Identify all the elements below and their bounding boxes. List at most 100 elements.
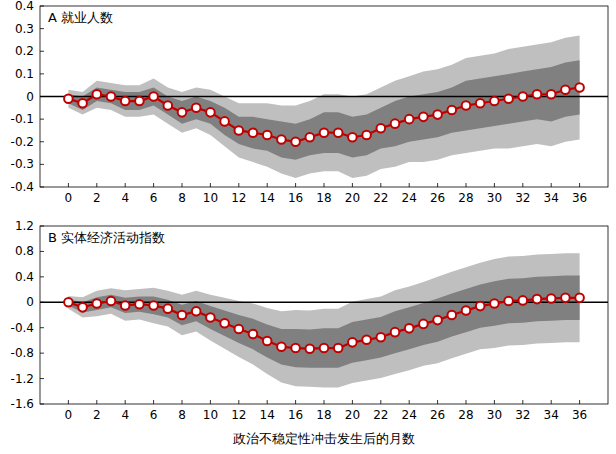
x-tick — [295, 400, 296, 404]
x-tick — [295, 183, 296, 187]
marker — [547, 90, 556, 99]
y-tick — [40, 302, 44, 303]
marker — [220, 319, 229, 328]
marker — [64, 94, 73, 103]
x-tick-label: 34 — [544, 191, 559, 205]
y-tick-label: -1.2 — [11, 372, 34, 386]
marker — [561, 294, 570, 303]
y-tick — [40, 251, 44, 252]
x-tick — [551, 183, 552, 187]
x-tick — [352, 183, 353, 187]
x-tick — [494, 183, 495, 187]
y-tick-label: 0.3 — [15, 22, 34, 36]
x-tick-label: 26 — [430, 408, 445, 422]
x-tick-label: 12 — [231, 408, 246, 422]
y-tick — [40, 6, 44, 7]
x-tick-label: 4 — [121, 408, 129, 422]
x-tick-label: 0 — [65, 191, 73, 205]
x-tick — [551, 400, 552, 404]
confidence-band — [68, 276, 579, 368]
x-tick — [68, 400, 69, 404]
marker — [575, 294, 584, 303]
x-tick-label: 26 — [430, 191, 445, 205]
marker — [575, 83, 584, 92]
y-tick — [40, 404, 44, 405]
panel-title: A 就业人数 — [48, 10, 113, 25]
marker — [277, 135, 286, 144]
marker — [490, 97, 499, 106]
marker — [164, 304, 173, 313]
x-tick-label: 8 — [178, 408, 186, 422]
marker — [291, 344, 300, 353]
marker — [192, 104, 201, 113]
marker — [263, 131, 272, 140]
marker — [377, 124, 386, 133]
x-tick — [579, 400, 580, 404]
x-tick — [494, 400, 495, 404]
marker — [362, 131, 371, 140]
x-tick — [380, 400, 381, 404]
x-tick-label: 16 — [288, 191, 303, 205]
y-tick-label: -0.4 — [11, 321, 34, 335]
x-tick-label: 10 — [203, 191, 218, 205]
marker — [334, 128, 343, 137]
y-tick — [40, 28, 44, 29]
y-tick-label: 0 — [26, 90, 34, 104]
y-tick-label: -0.3 — [11, 157, 34, 171]
marker — [462, 101, 471, 110]
marker — [547, 294, 556, 303]
marker — [121, 97, 130, 106]
y-tick — [40, 226, 44, 227]
x-axis-title: 政治不稳定性冲击发生后的月数 — [233, 431, 415, 446]
marker — [306, 344, 315, 353]
x-tick — [238, 400, 239, 404]
x-tick — [96, 183, 97, 187]
marker — [135, 300, 144, 309]
x-tick — [409, 400, 410, 404]
marker — [490, 299, 499, 308]
y-tick-label: 0 — [26, 295, 34, 309]
frame — [40, 6, 608, 187]
x-tick — [579, 183, 580, 187]
marker — [220, 117, 229, 126]
y-tick — [40, 73, 44, 74]
marker — [192, 307, 201, 316]
y-tick-label: 0.4 — [15, 0, 34, 13]
plot-area — [40, 35, 608, 178]
x-tick-label: 30 — [487, 191, 502, 205]
marker — [504, 94, 513, 103]
marker — [405, 115, 414, 124]
marker — [249, 128, 258, 137]
marker — [419, 320, 428, 329]
x-tick-label: 36 — [572, 408, 587, 422]
marker — [561, 85, 570, 94]
x-tick — [466, 400, 467, 404]
marker — [149, 301, 158, 310]
marker — [519, 92, 528, 101]
y-tick-label: 0.2 — [15, 44, 34, 58]
x-tick — [153, 400, 154, 404]
marker — [419, 113, 428, 122]
marker — [263, 337, 272, 346]
x-tick — [267, 400, 268, 404]
marker — [306, 133, 315, 142]
marker — [476, 99, 485, 108]
marker — [462, 306, 471, 315]
panel: -0.4-0.3-0.2-0.100.10.20.30.402468101214… — [11, 0, 608, 205]
marker — [249, 330, 258, 339]
y-tick — [40, 96, 44, 97]
x-tick — [409, 183, 410, 187]
x-tick-label: 22 — [373, 191, 388, 205]
y-tick — [40, 353, 44, 354]
marker — [235, 126, 244, 135]
marker — [178, 108, 187, 117]
marker — [206, 108, 215, 117]
marker — [320, 344, 329, 353]
marker — [107, 92, 116, 101]
marker — [320, 128, 329, 137]
marker — [348, 338, 357, 347]
marker — [135, 97, 144, 106]
x-tick — [437, 183, 438, 187]
x-tick — [182, 183, 183, 187]
x-tick — [380, 183, 381, 187]
